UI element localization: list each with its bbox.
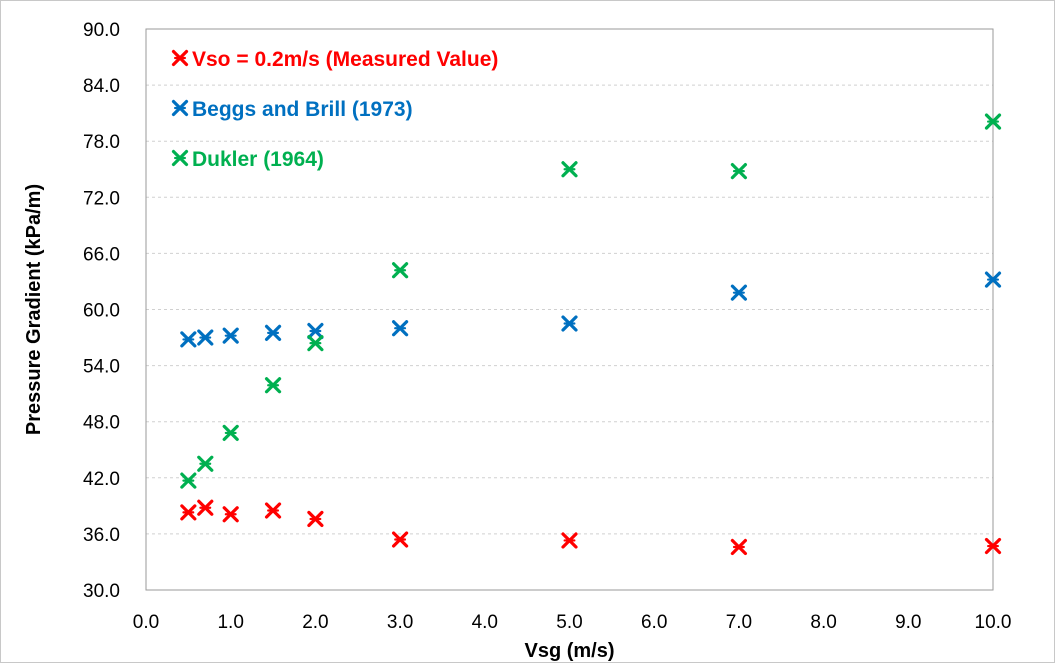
legend-marker [171, 149, 189, 167]
x-tick-label: 7.0 [726, 612, 752, 633]
x-axis-title: Vsg (m/s) [524, 640, 614, 662]
legend-item: Vso = 0.2m/s (Measured Value) [171, 48, 498, 71]
data-point-series-3 [984, 113, 1002, 130]
y-tick-label: 42.0 [83, 469, 120, 490]
legend-marker [171, 99, 189, 117]
x-tick-label: 5.0 [556, 612, 582, 633]
data-point-series-1 [561, 532, 578, 549]
data-point-series-3 [307, 335, 324, 352]
y-tick-label: 30.0 [83, 581, 120, 602]
y-tick-label: 78.0 [83, 132, 120, 153]
data-point-series-2 [561, 315, 578, 332]
data-point-series-3 [180, 472, 197, 489]
data-point-series-1 [180, 504, 197, 521]
data-point-series-1 [307, 510, 324, 528]
x-tick-label: 10.0 [975, 612, 1012, 633]
x-tick-label: 2.0 [302, 612, 328, 633]
data-point-series-2 [197, 329, 214, 346]
x-tick-label: 0.0 [133, 612, 159, 633]
data-point-series-3 [392, 262, 409, 279]
data-point-series-2 [984, 271, 1002, 288]
data-point-series-2 [307, 322, 324, 340]
data-point-series-1 [264, 502, 282, 519]
tick-labels: 30.0 36.0 42.0 48.0 54.0 60.0 66.0 72.0 78.0 84.0… [83, 20, 1011, 633]
legend-label: Dukler (1964) [192, 148, 324, 171]
legend-item: Beggs and Brill (1973) [171, 98, 413, 121]
data-point-series-3 [264, 377, 282, 394]
plot-area-border [145, 28, 994, 591]
y-tick-label: 48.0 [83, 413, 120, 434]
data-markers [180, 113, 1002, 556]
data-point-series-2 [180, 331, 197, 348]
legend-label: Beggs and Brill (1973) [192, 98, 413, 121]
data-point-series-2 [264, 324, 282, 341]
data-point-series-3 [197, 455, 214, 472]
data-point-series-1 [984, 537, 1002, 555]
y-tick-label: 72.0 [83, 188, 120, 209]
legend: Vso = 0.2m/s (Measured Value) Beggs and B… [171, 48, 498, 171]
x-tick-label: 6.0 [641, 612, 667, 633]
data-point-series-2 [222, 327, 239, 344]
legend-marker [171, 49, 189, 67]
y-tick-label: 36.0 [83, 525, 120, 546]
x-tick-label: 3.0 [387, 612, 413, 633]
data-point-series-2 [392, 320, 409, 337]
data-point-series-3 [222, 424, 239, 442]
legend-label: Vso = 0.2m/s (Measured Value) [192, 48, 498, 71]
x-tick-label: 1.0 [217, 612, 243, 633]
data-point-series-1 [222, 506, 239, 523]
y-tick-label: 54.0 [83, 357, 120, 378]
x-tick-label: 4.0 [472, 612, 498, 633]
data-point-series-3 [730, 163, 748, 180]
y-tick-label: 60.0 [83, 301, 120, 322]
data-point-series-3 [561, 161, 578, 178]
data-point-series-1 [730, 538, 748, 556]
data-point-series-1 [197, 499, 214, 516]
legend-item: Dukler (1964) [171, 148, 324, 171]
y-tick-label: 90.0 [83, 20, 120, 41]
x-tick-label: 8.0 [810, 612, 836, 633]
x-tick-label: 9.0 [895, 612, 921, 633]
y-axis-title: Pressure Gradient (kPa/m) [23, 184, 45, 435]
data-point-series-1 [392, 531, 409, 548]
y-tick-label: 66.0 [83, 244, 120, 265]
data-point-series-2 [730, 284, 748, 301]
y-tick-label: 84.0 [83, 76, 120, 97]
